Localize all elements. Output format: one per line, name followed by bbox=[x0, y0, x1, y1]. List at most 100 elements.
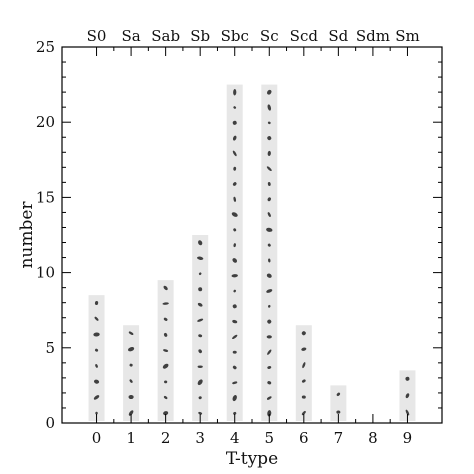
galaxy-thumbnail bbox=[233, 196, 236, 202]
galaxy-thumbnail bbox=[405, 393, 410, 399]
galaxy-thumbnail bbox=[266, 396, 272, 400]
galaxy-thumbnail bbox=[232, 334, 238, 340]
galaxy-thumbnail bbox=[336, 392, 341, 397]
galaxy-thumbnail bbox=[164, 380, 168, 384]
galaxy-thumbnail bbox=[197, 318, 204, 322]
galaxy-thumbnail bbox=[233, 411, 237, 415]
x-tick-label: 4 bbox=[230, 429, 240, 447]
y-axis-label: number bbox=[17, 201, 37, 269]
bar-ttype-1 bbox=[123, 325, 140, 421]
galaxy-thumbnail bbox=[266, 166, 272, 172]
y-tick-label: 5 bbox=[45, 339, 55, 357]
galaxy-thumbnail bbox=[301, 379, 306, 383]
galaxy-thumbnail bbox=[232, 120, 237, 125]
x-tick-label: 1 bbox=[126, 429, 136, 447]
y-tick-label: 20 bbox=[36, 113, 55, 131]
galaxy-thumbnail bbox=[93, 395, 100, 400]
y-tick-label: 0 bbox=[45, 414, 55, 432]
top-tick-label: Sb bbox=[190, 27, 210, 45]
galaxy-thumbnail bbox=[231, 212, 238, 217]
galaxy-thumbnail bbox=[128, 410, 134, 416]
galaxy-thumbnail bbox=[232, 350, 237, 354]
galaxy-thumbnail bbox=[232, 319, 238, 324]
galaxy-thumbnail bbox=[162, 302, 169, 305]
galaxy-thumbnail bbox=[198, 396, 202, 400]
galaxy-thumbnail bbox=[197, 256, 204, 260]
top-tick-label: Sa bbox=[121, 27, 140, 45]
top-tick-label: S0 bbox=[87, 27, 107, 45]
galaxy-thumbnail bbox=[301, 331, 306, 336]
galaxy-thumbnail bbox=[301, 347, 307, 351]
galaxy-thumbnail bbox=[267, 319, 272, 324]
x-tick-label: 9 bbox=[403, 429, 413, 447]
x-tick-label: 5 bbox=[264, 429, 274, 447]
bar-ttype-0 bbox=[88, 295, 105, 421]
galaxy-thumbnail bbox=[267, 410, 272, 417]
galaxy-thumbnail bbox=[197, 379, 203, 386]
galaxy-thumbnail bbox=[301, 395, 306, 399]
galaxy-thumbnail bbox=[162, 363, 169, 369]
x-tick-label: 2 bbox=[161, 429, 171, 447]
galaxy-thumbnail bbox=[267, 243, 271, 247]
galaxy-thumbnail bbox=[233, 89, 237, 96]
galaxy-thumbnail bbox=[302, 362, 306, 369]
galaxy-thumbnail bbox=[232, 381, 238, 385]
galaxy-thumbnail bbox=[268, 304, 271, 308]
galaxy-thumbnail bbox=[267, 381, 272, 385]
galaxy-thumbnail bbox=[95, 411, 98, 415]
y-tick-label: 15 bbox=[36, 188, 55, 206]
galaxy-thumbnail bbox=[266, 273, 272, 278]
galaxy-thumbnail bbox=[267, 104, 272, 111]
bar-ttype-4 bbox=[226, 84, 243, 421]
galaxy-thumbnail bbox=[231, 274, 238, 278]
galaxy-thumbnail bbox=[197, 365, 203, 368]
galaxy-thumbnail bbox=[233, 228, 237, 232]
galaxy-thumbnail bbox=[197, 302, 203, 307]
galaxy-thumbnail bbox=[163, 395, 168, 400]
top-tick-label: Sdm bbox=[356, 27, 390, 45]
x-tick-label: 7 bbox=[334, 429, 344, 447]
galaxy-thumbnail bbox=[232, 394, 237, 402]
x-tick-label: 8 bbox=[368, 429, 378, 447]
galaxy-thumbnail bbox=[268, 258, 271, 263]
galaxy-thumbnail bbox=[267, 150, 271, 157]
galaxy-thumbnail bbox=[266, 335, 272, 339]
x-tick-label: 3 bbox=[195, 429, 205, 447]
galaxy-thumbnail bbox=[267, 197, 271, 202]
galaxy-thumbnail bbox=[198, 287, 203, 292]
galaxy-thumbnail bbox=[232, 365, 237, 370]
galaxy-thumbnail bbox=[232, 182, 237, 186]
plot-frame bbox=[61, 46, 443, 424]
galaxy-thumbnail bbox=[163, 285, 168, 291]
galaxy-thumbnail bbox=[267, 212, 271, 217]
galaxy-thumbnail bbox=[266, 289, 273, 293]
galaxy-thumbnail bbox=[129, 379, 133, 383]
galaxy-thumbnail bbox=[267, 121, 271, 125]
galaxy-thumbnail bbox=[94, 301, 99, 306]
bar-ttype-7 bbox=[330, 385, 347, 421]
galaxy-thumbnail bbox=[95, 364, 98, 368]
galaxy-thumbnail bbox=[93, 332, 100, 337]
top-tick-label: Sbc bbox=[221, 27, 249, 45]
galaxy-thumbnail bbox=[198, 334, 203, 338]
galaxy-thumbnail bbox=[233, 243, 236, 248]
galaxy-thumbnail bbox=[198, 272, 202, 276]
bars-layer bbox=[88, 84, 416, 421]
galaxy-thumbnail bbox=[128, 346, 135, 352]
galaxy-thumbnail bbox=[232, 258, 238, 263]
galaxy-thumbnail bbox=[93, 379, 100, 384]
galaxy-thumbnail bbox=[232, 304, 237, 309]
x-tick-label: 0 bbox=[92, 429, 102, 447]
top-tick-label: Sc bbox=[260, 27, 279, 45]
galaxy-thumbnail bbox=[267, 89, 272, 95]
galaxy-thumbnail bbox=[128, 395, 134, 400]
galaxy-thumbnail bbox=[267, 136, 272, 141]
galaxy-thumbnail bbox=[94, 348, 99, 352]
galaxy-thumbnail bbox=[232, 150, 237, 157]
galaxy-thumbnail bbox=[336, 410, 341, 414]
galaxy-thumbnail bbox=[198, 349, 202, 354]
galaxy-thumbnail bbox=[267, 182, 271, 186]
galaxy-thumbnail bbox=[198, 240, 203, 246]
bar-ttype-6 bbox=[295, 325, 312, 421]
